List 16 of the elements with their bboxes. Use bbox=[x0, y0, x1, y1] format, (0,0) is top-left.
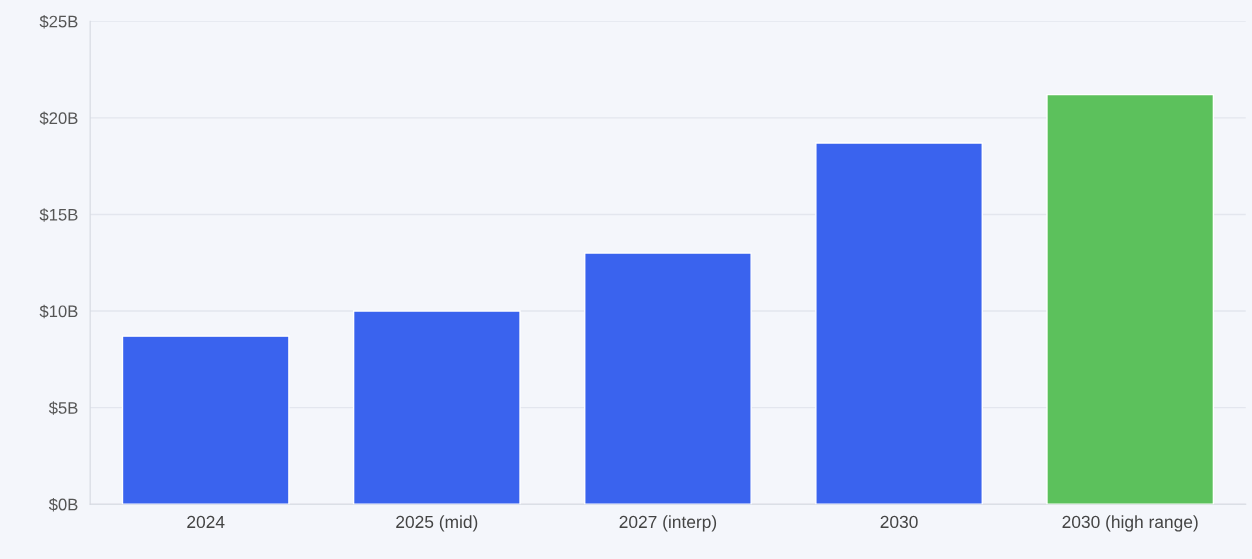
x-tick-label: 2027 (interp) bbox=[619, 515, 717, 532]
y-tick-label: $0B bbox=[48, 497, 78, 512]
x-tick-label: 2030 bbox=[880, 515, 918, 529]
y-tick-label: $25B bbox=[39, 14, 78, 29]
bar bbox=[584, 252, 752, 505]
y-tick-label: $15B bbox=[39, 208, 78, 222]
x-tick-label: 2030 (high range) bbox=[1062, 515, 1198, 532]
x-tick-label: 2024 bbox=[187, 515, 225, 529]
y-tick-label: $20B bbox=[39, 111, 78, 126]
bar bbox=[1046, 93, 1215, 505]
y-tick-label: $5B bbox=[48, 401, 78, 415]
y-tick-label: $10B bbox=[39, 304, 78, 319]
x-tick-label: 2025 (mid) bbox=[396, 515, 478, 532]
bar bbox=[815, 142, 983, 505]
bar bbox=[121, 335, 290, 505]
bar bbox=[352, 310, 521, 505]
